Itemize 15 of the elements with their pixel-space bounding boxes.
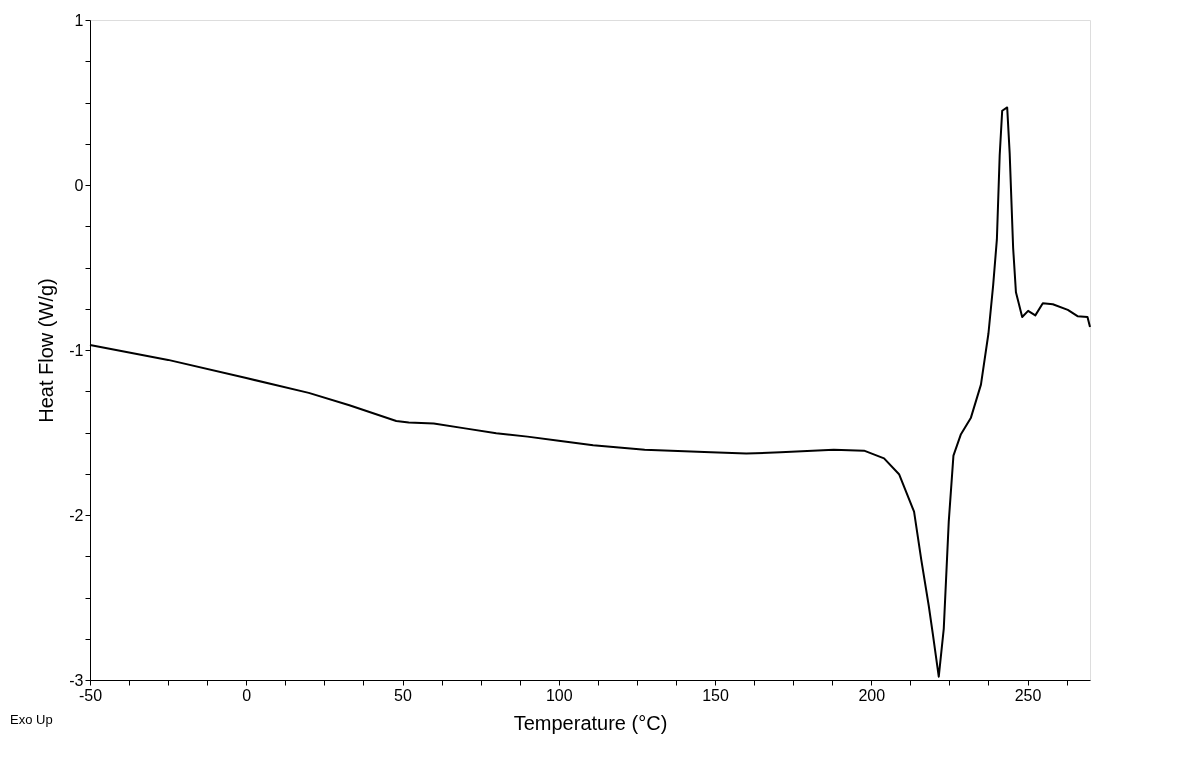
x-tick-label: -50	[78, 686, 103, 704]
x-tick-label: 100	[545, 686, 573, 704]
y-tick-label: -1	[69, 341, 84, 359]
x-tick-label: 50	[394, 686, 412, 704]
x-tick-label: 200	[858, 686, 886, 704]
y-tick-label: 0	[74, 176, 84, 194]
y-tick-label: 1	[74, 11, 84, 29]
x-axis-title: Temperature (°C)	[513, 711, 668, 734]
x-tick-label: 0	[242, 686, 252, 704]
text: Exo Up	[10, 712, 53, 727]
x-tick-label: 250	[1014, 686, 1042, 704]
x-tick-label: 150	[702, 686, 729, 704]
y-tick-label: -2	[69, 506, 84, 524]
y-tick-label: -3	[69, 671, 84, 689]
y-axis-title: Heat Flow (W/g)	[35, 278, 58, 423]
